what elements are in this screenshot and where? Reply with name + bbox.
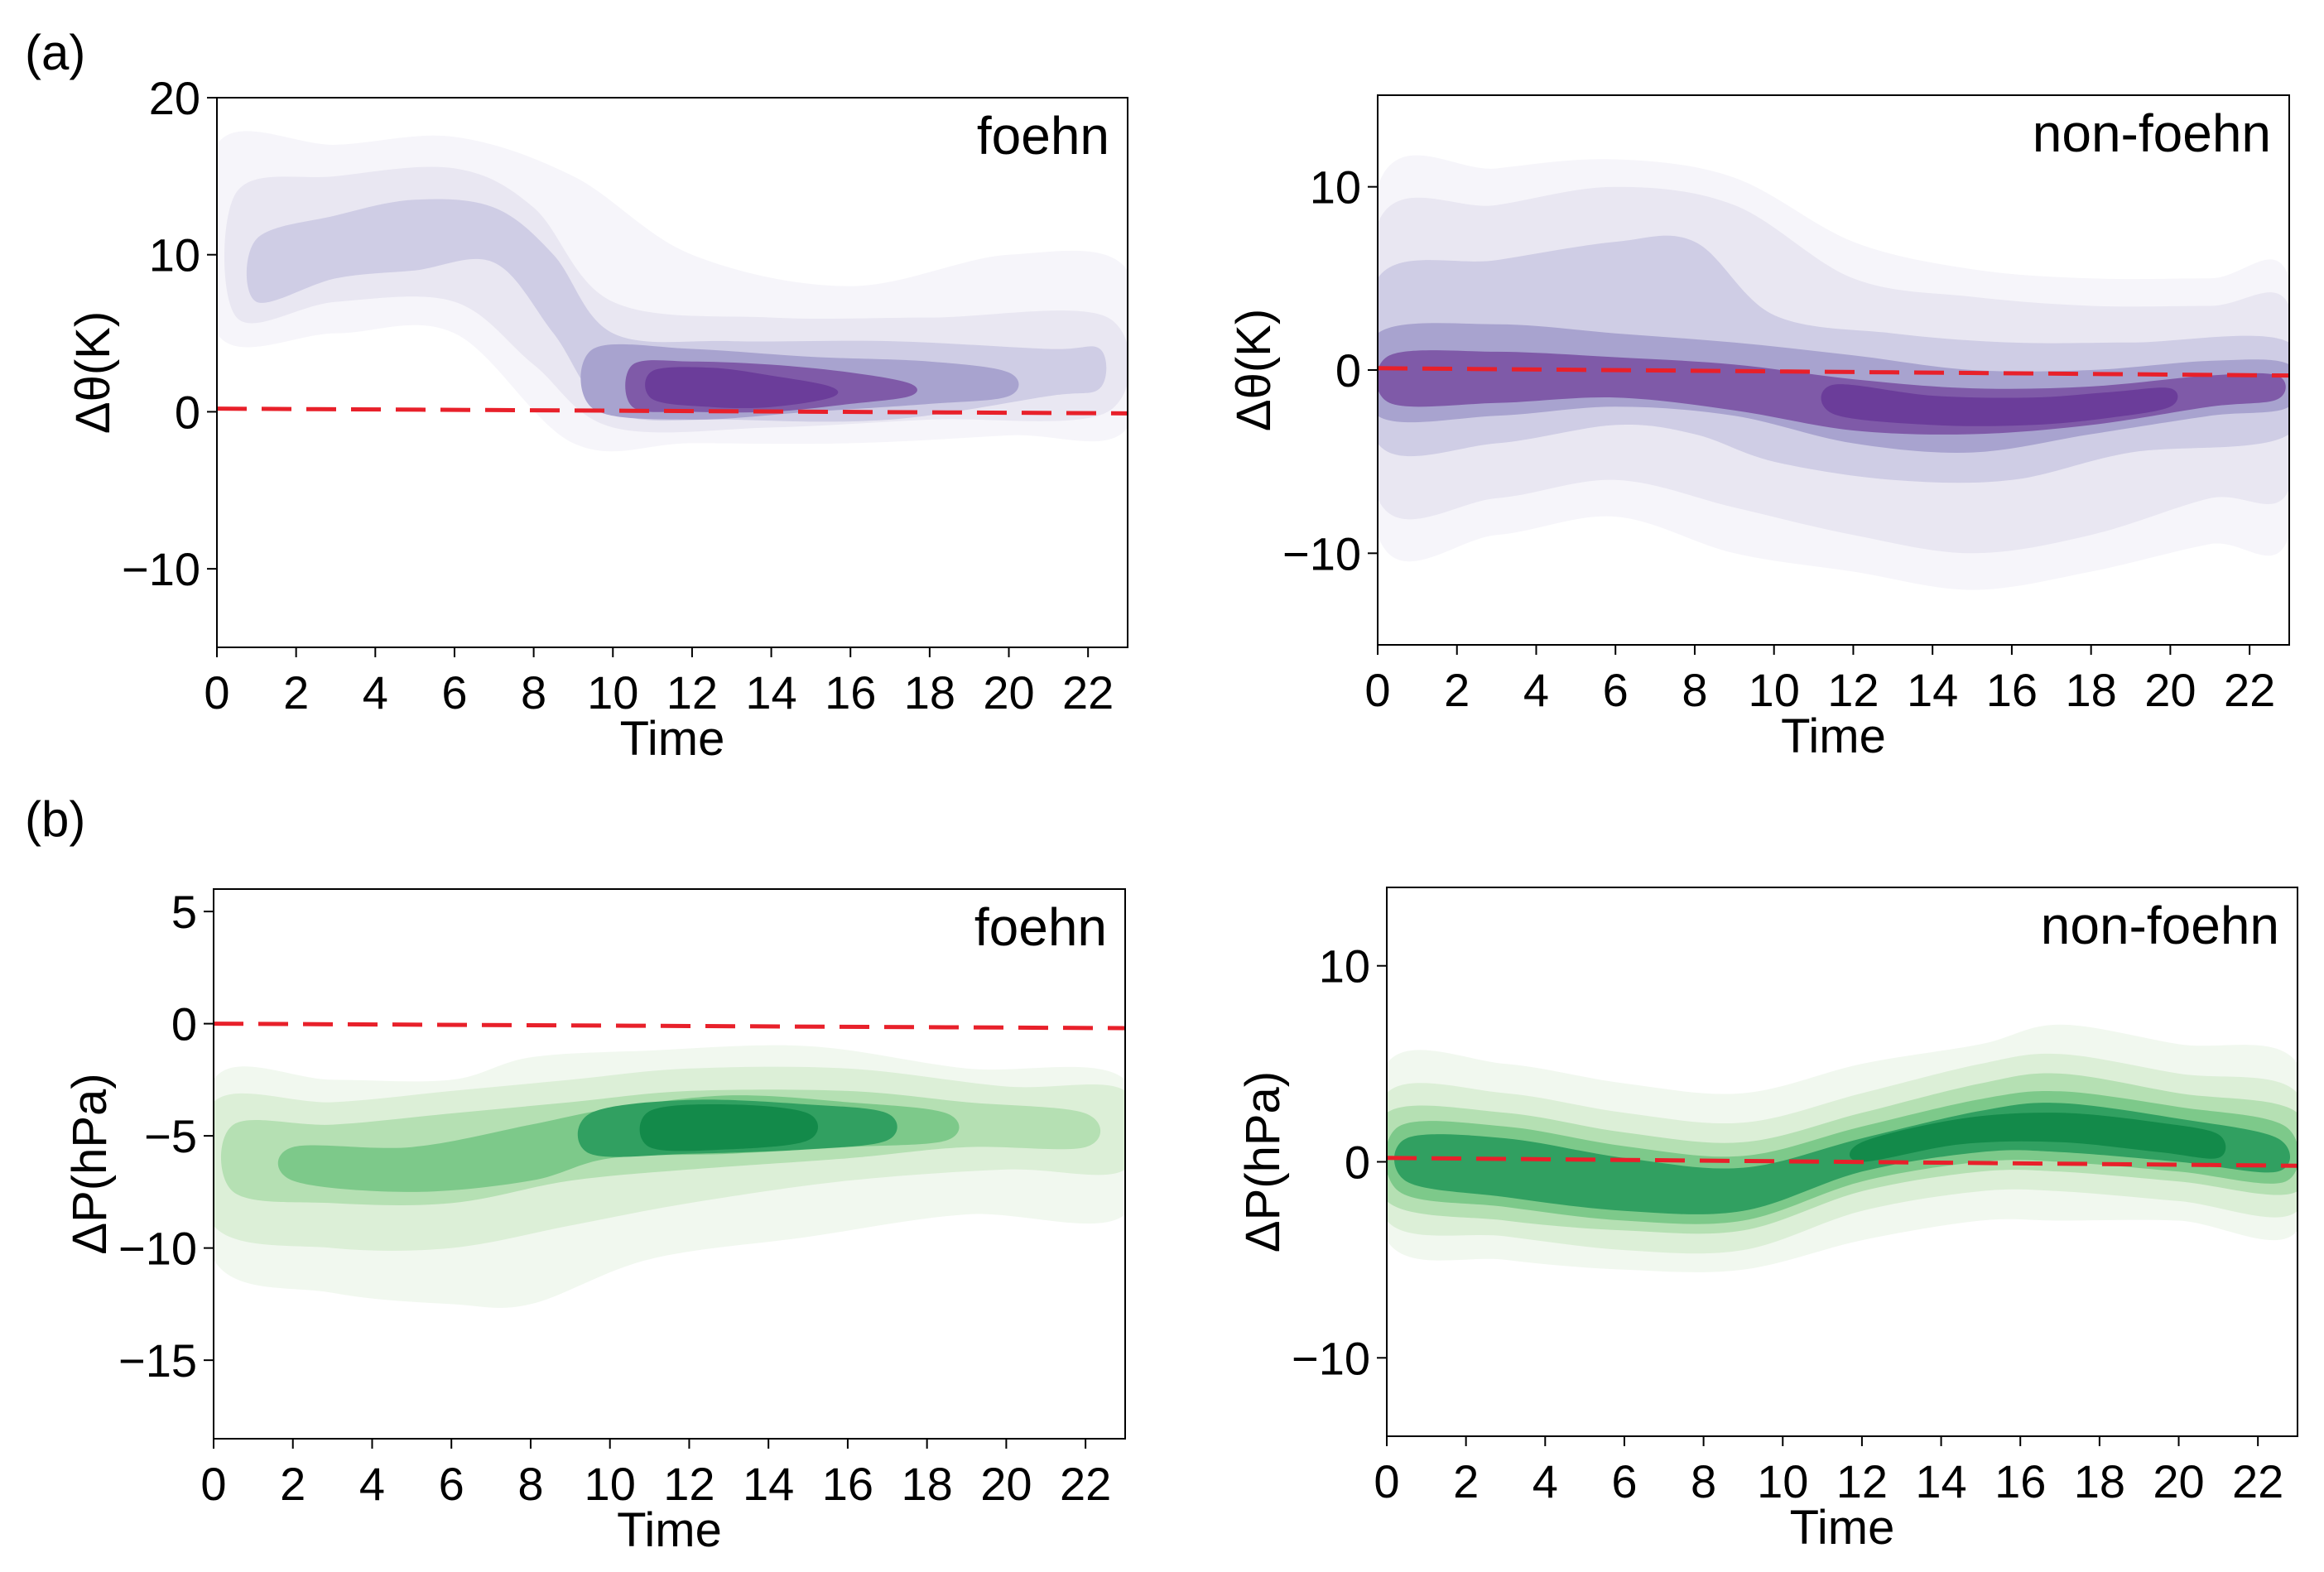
x-tick-label: 6 <box>1611 1455 1637 1507</box>
chart-panels: 0 2 4 6 8 10 12 14 16 18 20 22−1001020TimeΔθ(K)foeh… <box>63 72 2298 1557</box>
x-tick-label: 10 <box>587 666 638 719</box>
x-tick-label: 8 <box>1682 664 1707 716</box>
x-axis-label: Time <box>617 1503 722 1557</box>
y-tick-label: 0 <box>1345 1137 1370 1189</box>
legend-label: non-foehn <box>2033 103 2271 163</box>
x-tick-label: 20 <box>2153 1455 2204 1507</box>
y-axis-label: ΔP(hPa) <box>63 1073 117 1254</box>
x-tick-label: 4 <box>363 666 388 719</box>
x-tick-label: 6 <box>1603 664 1629 716</box>
chart-1: 0 2 4 6 8 10 12 14 16 18 20 22−10010TimeΔθ(K)non-fo… <box>1227 94 2290 763</box>
x-tick-label: 0 <box>200 1458 226 1510</box>
x-tick-label: 18 <box>2074 1455 2125 1507</box>
y-tick-label: 10 <box>1319 940 1370 993</box>
x-tick-label: 6 <box>439 1458 464 1510</box>
x-tick-label: 12 <box>1836 1455 1888 1507</box>
x-tick-label: 18 <box>902 1458 953 1510</box>
axes-frame <box>213 888 1126 1440</box>
x-axis-label: Time <box>1781 709 1886 763</box>
density-contours <box>1387 1024 2298 1272</box>
x-tick-label: 22 <box>2224 664 2275 716</box>
x-tick-label: 2 <box>280 1458 306 1510</box>
y-tick-label: −5 <box>144 1110 197 1162</box>
density-level-5 <box>1821 384 2178 426</box>
x-tick-label: 6 <box>441 666 467 719</box>
x-tick-label: 22 <box>2232 1455 2283 1507</box>
zero-reference-line <box>1387 1156 2298 1168</box>
x-tick-label: 8 <box>1691 1455 1716 1507</box>
x-tick-label: 18 <box>904 666 955 719</box>
x-tick-label: 10 <box>585 1458 636 1510</box>
y-tick-label: 5 <box>171 886 197 938</box>
x-tick-label: 14 <box>745 666 796 719</box>
x-tick-label: 20 <box>2144 664 2196 716</box>
panel-label-b: (b) <box>25 791 85 847</box>
x-tick-label: 14 <box>743 1458 794 1510</box>
x-tick-label: 14 <box>1907 664 1958 716</box>
y-tick-label: −10 <box>122 543 200 595</box>
y-axis-label: Δθ(K) <box>66 311 120 434</box>
density-level-5 <box>639 1104 818 1151</box>
x-tick-label: 12 <box>666 666 718 719</box>
y-tick-label: 0 <box>1335 344 1361 397</box>
zero-reference-line <box>1378 366 2289 378</box>
x-tick-label: 4 <box>1523 664 1549 716</box>
axes-frame <box>216 97 1128 648</box>
x-tick-label: 10 <box>1749 664 1800 716</box>
y-tick-label: 10 <box>149 229 200 281</box>
chart-0: 0 2 4 6 8 10 12 14 16 18 20 22 −10 0 10 20 Time Δθ(K) foeh… <box>66 72 1128 766</box>
y-tick-label: 20 <box>149 72 200 124</box>
y-tick-label: −10 <box>1282 527 1361 579</box>
x-tick-label: 0 <box>1364 664 1390 716</box>
chart-2: 0 2 4 6 8 10 12 14 16 18 20 22 −15 −10 −5 0 5 Time ΔP(hPa)… <box>63 886 1126 1557</box>
panel-label-a: (a) <box>25 25 85 80</box>
x-tick-label: 2 <box>283 666 309 719</box>
y-tick-label: 0 <box>171 998 197 1050</box>
y-tick-label: −15 <box>118 1334 197 1387</box>
density-level-5 <box>645 367 839 409</box>
x-tick-label: 8 <box>517 1458 543 1510</box>
x-tick-label: 4 <box>1532 1455 1558 1507</box>
chart-3: 0 2 4 6 8 10 12 14 16 18 20 22−10010TimeΔP(hPa)non-… <box>1236 887 2298 1555</box>
y-tick-label: 0 <box>175 386 200 438</box>
x-tick-label: 16 <box>825 666 876 719</box>
legend-label: foehn <box>974 897 1107 957</box>
x-tick-label: 12 <box>663 1458 715 1510</box>
legend-label: non-foehn <box>2041 896 2279 955</box>
legend-label: foehn <box>977 106 1109 166</box>
x-tick-label: 0 <box>1374 1455 1399 1507</box>
x-tick-label: 22 <box>1060 1458 1111 1510</box>
y-axis-label: Δθ(K) <box>1227 309 1281 431</box>
x-tick-label: 8 <box>521 666 546 719</box>
density-level-5 <box>1849 1113 2226 1162</box>
y-tick-label: −10 <box>1292 1332 1370 1384</box>
y-tick-label: −10 <box>118 1223 197 1275</box>
x-tick-label: 20 <box>983 666 1034 719</box>
x-tick-label: 12 <box>1827 664 1879 716</box>
x-tick-label: 16 <box>1986 664 2038 716</box>
x-tick-label: 2 <box>1444 664 1470 716</box>
x-tick-label: 14 <box>1915 1455 1966 1507</box>
x-tick-label: 4 <box>359 1458 385 1510</box>
y-tick-label: 10 <box>1310 161 1361 214</box>
y-axis-label: ΔP(hPa) <box>1236 1071 1290 1252</box>
x-tick-label: 0 <box>204 666 229 719</box>
density-contours <box>217 131 1128 452</box>
zero-reference-line <box>214 1022 1125 1031</box>
zero-reference-line <box>217 406 1128 416</box>
x-tick-label: 20 <box>980 1458 1032 1510</box>
x-tick-label: 16 <box>1994 1455 2046 1507</box>
x-tick-label: 18 <box>2066 664 2117 716</box>
x-tick-label: 2 <box>1453 1455 1479 1507</box>
x-tick-label: 10 <box>1757 1455 1808 1507</box>
density-contours <box>214 1045 1125 1308</box>
x-tick-label: 16 <box>822 1458 873 1510</box>
x-axis-label: Time <box>620 712 725 766</box>
x-tick-label: 22 <box>1062 666 1114 719</box>
x-axis-label: Time <box>1790 1501 1895 1555</box>
